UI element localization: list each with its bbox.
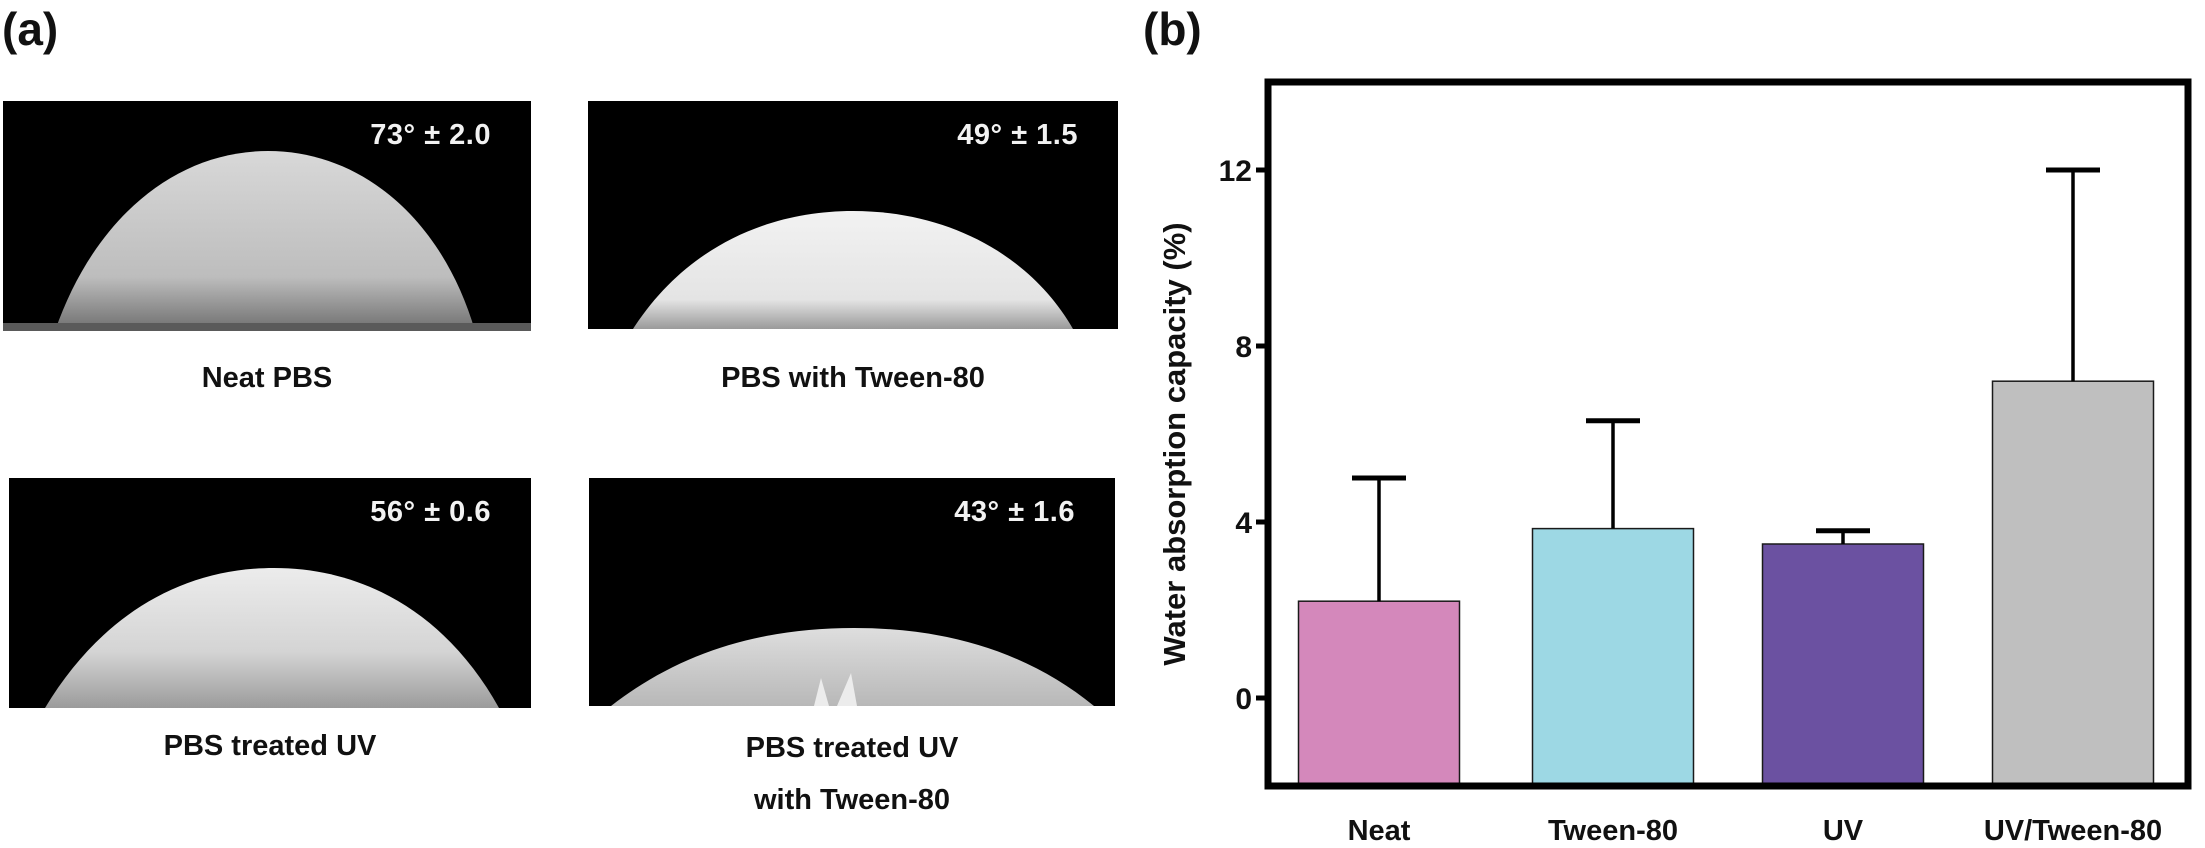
y-tick-label: 8 <box>1235 331 1252 364</box>
x-tick-label: Neat <box>1348 815 1411 847</box>
droplet-shape <box>633 211 1073 329</box>
x-tick-label: UV/Tween-80 <box>1984 815 2162 847</box>
bar-uv-tween-80 <box>1991 380 2155 787</box>
y-tick-label: 4 <box>1235 507 1252 540</box>
droplet-shape <box>611 628 1094 706</box>
bar-tween-80 <box>1531 527 1695 787</box>
contact-angle-value: 73° ± 2.0 <box>370 119 491 151</box>
y-tick-label: 12 <box>1219 155 1252 188</box>
y-tick-label: 0 <box>1235 683 1252 716</box>
droplet-shape <box>3 151 531 331</box>
plot-frame <box>1264 78 2192 790</box>
caption-neat-pbs: Neat PBS <box>3 352 531 404</box>
contact-angle-value: 43° ± 1.6 <box>954 496 1075 528</box>
caption-line: Neat PBS <box>201 362 333 394</box>
contact-angle-value: 49° ± 1.5 <box>957 119 1078 151</box>
caption-pbs-uv: PBS treated UV <box>9 720 531 772</box>
y-axis-label: Water absorption capacity (%) <box>1157 222 1192 665</box>
droplet-image-pbs-uv: 56° ± 0.6 <box>9 478 531 708</box>
bar-neat <box>1297 600 1461 787</box>
caption-line: with Tween-80 <box>753 784 951 816</box>
droplet-image-neat-pbs: 73° ± 2.0 <box>3 101 531 331</box>
caption-line: PBS treated UV <box>745 732 959 764</box>
caption-line: PBS treated UV <box>163 730 377 762</box>
caption-pbs-uv-tween80: PBS treated UV with Tween-80 <box>589 722 1115 826</box>
panel-b-label: (b) <box>1143 3 1202 55</box>
droplet-image-pbs-tween80: 49° ± 1.5 <box>588 101 1118 329</box>
contact-angle-value: 56° ± 0.6 <box>370 496 491 528</box>
droplet-image-pbs-uv-tween80: 43° ± 1.6 <box>589 478 1115 706</box>
bar-uv <box>1761 543 1925 787</box>
panel-a-label: (a) <box>2 3 59 55</box>
caption-pbs-tween80: PBS with Tween-80 <box>588 352 1118 404</box>
x-tick-label: Tween-80 <box>1548 815 1678 847</box>
droplet-shape <box>45 568 499 708</box>
x-tick-label: UV <box>1823 815 1864 847</box>
caption-line: PBS with Tween-80 <box>721 362 985 394</box>
